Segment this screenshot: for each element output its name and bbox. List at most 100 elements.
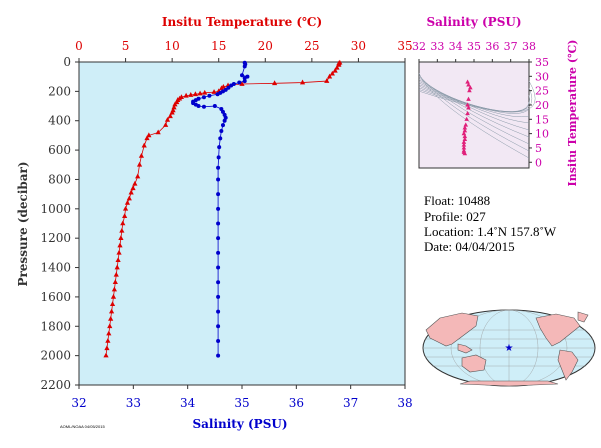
temperature-point [171,104,177,110]
pressure-tick-label: 800 [48,172,71,186]
temperature-point [132,180,138,186]
salinity-point [237,80,242,85]
main-ticks: 0 5 10 15 20 25 30 35 32 33 34 35 36 37 38 0 200 400 600 80… [40,39,412,410]
ts-x-tick-label: 37 [504,40,518,53]
temperature-point [124,199,131,205]
ts-x-tick-label: 35 [467,40,481,53]
info-location: Location: 1.4˚N 157.8˚W [424,224,557,239]
ts-point [465,79,470,84]
temperature-point [172,101,178,107]
temperature-point [126,195,132,201]
temperature-point [119,227,125,233]
temp-tick-label: 10 [165,39,180,53]
sal-tick-label: 34 [180,396,196,410]
salinity-point [216,338,221,343]
land-se-asia [457,343,473,354]
ts-title: Salinity (PSU) [426,15,521,29]
temperature-point [120,220,126,226]
salinity-point [207,93,212,98]
main-plot-area [78,61,406,386]
ts-marks [461,79,473,156]
land-antarctica [459,380,559,387]
salinity-point [242,76,247,81]
density-contour [418,72,530,159]
ts-point [467,88,472,93]
temperature-point [218,85,225,91]
temperature-point [183,92,189,98]
temperature-point [146,132,152,138]
temperature-point [332,67,338,73]
density-contour [418,84,530,114]
ts-point [463,122,469,127]
temperature-point [192,91,199,97]
pressure-tick-label: 200 [48,84,71,98]
info-profile: Profile: 027 [424,209,486,224]
salinity-point [229,83,234,88]
temperature-point [110,293,117,299]
temperature-point [109,308,115,314]
land-north-america [535,313,581,347]
ts-point [466,82,471,87]
ts-point [462,136,468,141]
map-land [425,311,589,387]
salinity-point [216,236,221,241]
temperature-point [109,301,116,307]
salinity-point [219,129,224,134]
temp-tick-label: 30 [351,39,366,53]
svg-text:★: ★ [505,343,514,354]
ts-density-contours [418,72,536,159]
salinity-point [222,118,227,123]
density-contour [418,80,536,113]
density-contour [418,79,530,131]
salinity-point [201,104,206,109]
main-profile-chart: 0 5 10 15 20 25 30 35 32 33 34 35 36 37 38 0 200 400 600 80… [16,15,413,431]
ts-x-tick-label: 33 [430,40,444,53]
ts-point [462,133,468,139]
salinity-point [216,177,221,182]
ts-plot-area [418,61,530,169]
pressure-tick-label: 1600 [40,290,71,304]
info-date: Date: 04/04/2015 [424,239,515,254]
temperature-point [211,89,217,94]
sal-tick-label: 37 [343,396,358,410]
temperature-point [141,142,147,148]
temperature-point [239,81,245,86]
info-float: Float: 10488 [424,193,491,208]
salinity-point [216,353,221,358]
temperature-point [329,70,335,76]
temperature-point [111,286,117,292]
density-contour [418,77,530,138]
salinity-point [240,73,244,78]
ts-y-tick-label: 20 [535,99,549,112]
ts-y-tick-label: 0 [535,156,542,169]
land-australia [461,354,487,373]
temperature-point [202,89,208,95]
temperature-point [169,109,175,115]
temperature-point [118,235,124,240]
salinity-point [212,104,217,109]
ts-point [462,151,468,156]
temperature-point [138,152,145,158]
temperature-point [116,249,122,255]
salinity-point [217,145,222,150]
temperature-point [122,205,129,211]
salinity-point [216,221,221,226]
sal-tick-label: 33 [126,396,141,410]
sal-tick-label: 38 [397,396,412,410]
sal-tick-label: 35 [234,396,249,410]
ts-y-tick-label: 15 [535,113,549,126]
ts-point [461,142,467,147]
density-contour [418,81,530,124]
salinity-point [216,250,221,255]
temperature-point [163,122,169,127]
temperature-point [104,345,110,351]
salinity-point [196,104,201,109]
salinity-point [242,79,247,84]
ts-point [468,85,473,90]
ts-point [461,145,467,150]
temperature-point [155,129,161,135]
temp-tick-label: 15 [211,39,226,53]
world-map: ★ [422,309,596,387]
